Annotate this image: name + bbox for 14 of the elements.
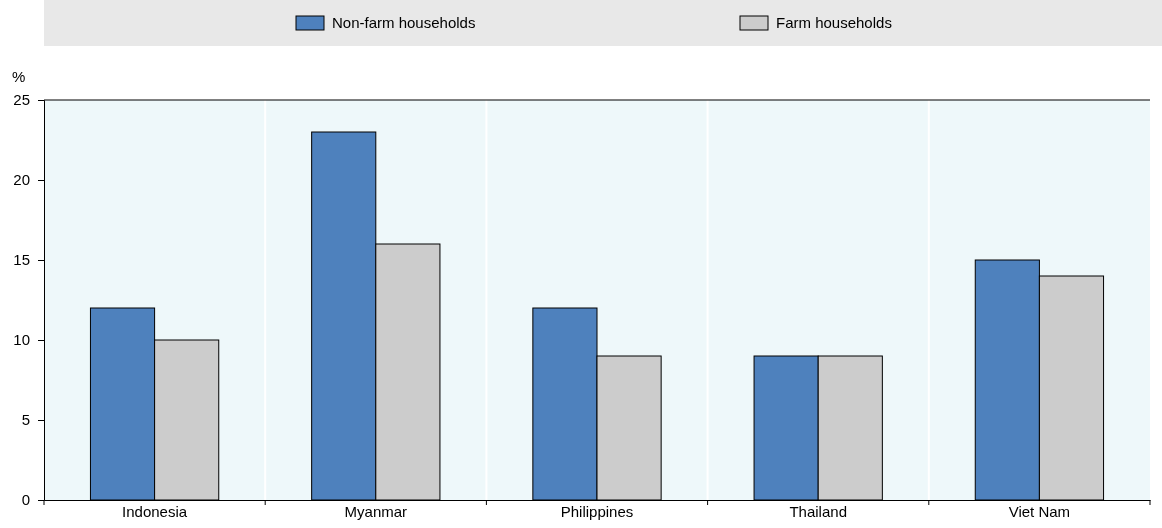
y-axis-title: %	[12, 68, 26, 85]
y-tick-label: 25	[13, 91, 30, 109]
y-tick-label: 20	[13, 171, 30, 189]
x-tick-label: Indonesia	[122, 502, 188, 520]
x-tick-label: Philippines	[560, 502, 634, 520]
x-tick-label: Myanmar	[344, 502, 408, 520]
x-tick-label: Thailand	[789, 502, 847, 520]
legend-label: Farm households	[776, 14, 892, 31]
y-tick-label: 10	[13, 331, 30, 349]
legend-label: Non-farm households	[332, 14, 476, 31]
y-tick-label: 0	[21, 491, 30, 509]
y-tick-label: 15	[13, 251, 30, 269]
x-tick-label: Viet Nam	[1008, 502, 1071, 520]
y-tick-label: 5	[21, 411, 30, 429]
